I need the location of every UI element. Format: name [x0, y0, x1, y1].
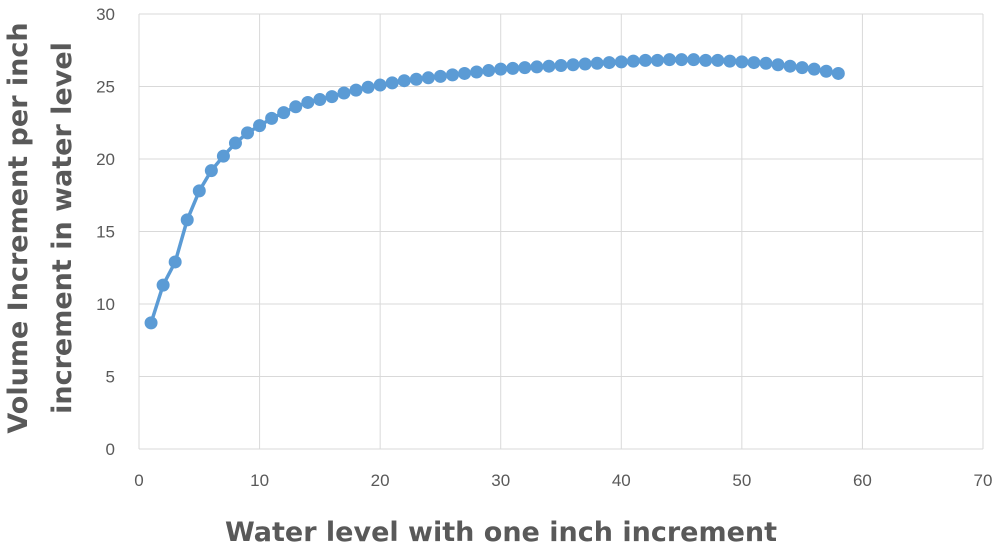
x-tick-label: 70: [974, 471, 993, 490]
data-point: [470, 65, 484, 79]
data-point: [337, 86, 351, 100]
data-point: [204, 164, 218, 178]
data-point: [180, 213, 194, 227]
y-tick-label: 0: [106, 440, 115, 459]
data-point: [735, 55, 749, 69]
data-point: [313, 93, 327, 107]
data-point: [626, 54, 640, 68]
data-point: [783, 59, 797, 73]
data-series: [144, 53, 845, 330]
x-tick-label: 60: [853, 471, 872, 490]
data-point: [409, 72, 423, 86]
data-point: [518, 61, 532, 75]
data-point: [638, 53, 652, 67]
data-point: [168, 255, 182, 269]
data-point: [144, 316, 158, 330]
data-point: [385, 76, 399, 90]
y-tick-label: 30: [96, 5, 115, 24]
y-tick-label: 15: [96, 223, 115, 242]
series-line: [149, 57, 839, 324]
x-tick-label: 40: [612, 471, 631, 490]
data-point: [289, 100, 303, 114]
data-point: [397, 74, 411, 88]
data-point: [530, 60, 544, 74]
data-point: [795, 61, 809, 75]
data-point: [687, 53, 701, 67]
data-point: [421, 71, 435, 85]
data-point: [711, 53, 725, 67]
data-point: [253, 119, 267, 133]
y-tick-label: 5: [106, 368, 115, 387]
y-axis-title-line-1: Volume Increment per inch: [3, 22, 34, 433]
data-point: [445, 68, 459, 82]
data-point: [458, 66, 472, 80]
data-point: [602, 56, 616, 70]
data-point: [494, 62, 508, 76]
data-point: [699, 53, 713, 67]
data-point: [482, 64, 496, 78]
data-point: [506, 61, 520, 75]
x-tick-label: 30: [491, 471, 510, 490]
x-axis-title: Water level with one inch increment: [225, 517, 777, 548]
data-point: [759, 56, 773, 70]
data-point: [807, 62, 821, 76]
data-point: [325, 90, 339, 104]
data-point: [578, 57, 592, 71]
data-point: [156, 278, 170, 292]
data-point: [216, 149, 230, 163]
x-tick-label: 20: [371, 471, 390, 490]
data-point: [771, 58, 785, 72]
data-point: [265, 111, 279, 125]
data-point: [590, 56, 604, 70]
data-point: [349, 83, 363, 97]
data-point: [373, 78, 387, 92]
data-point: [650, 53, 664, 67]
data-point: [566, 58, 580, 72]
data-point: [675, 53, 689, 67]
y-tick-label: 10: [96, 295, 115, 314]
data-point: [228, 136, 242, 150]
data-point: [192, 184, 206, 198]
data-point: [241, 126, 255, 140]
data-point: [663, 53, 677, 67]
data-point: [614, 55, 628, 69]
data-point: [747, 56, 761, 70]
y-axis-title-line-2: increment in water level: [47, 42, 78, 414]
x-tick-label: 10: [250, 471, 269, 490]
grid: [138, 13, 984, 450]
tick-labels: 0 10 20 30 40 50 60 70 0 5 10 15 20 25 30: [96, 5, 992, 490]
y-tick-label: 20: [96, 150, 115, 169]
data-point: [542, 59, 556, 73]
y-tick-label: 25: [96, 78, 115, 97]
x-tick-label: 0: [134, 471, 143, 490]
data-point: [819, 64, 833, 78]
data-point: [723, 54, 737, 68]
data-point: [433, 69, 447, 83]
data-point: [831, 66, 845, 80]
data-point: [301, 95, 315, 109]
data-point: [554, 58, 568, 72]
y-axis-title: Volume Increment per inch increment in w…: [3, 22, 78, 433]
x-tick-label: 50: [732, 471, 751, 490]
data-point: [277, 106, 291, 120]
data-point: [361, 80, 375, 94]
